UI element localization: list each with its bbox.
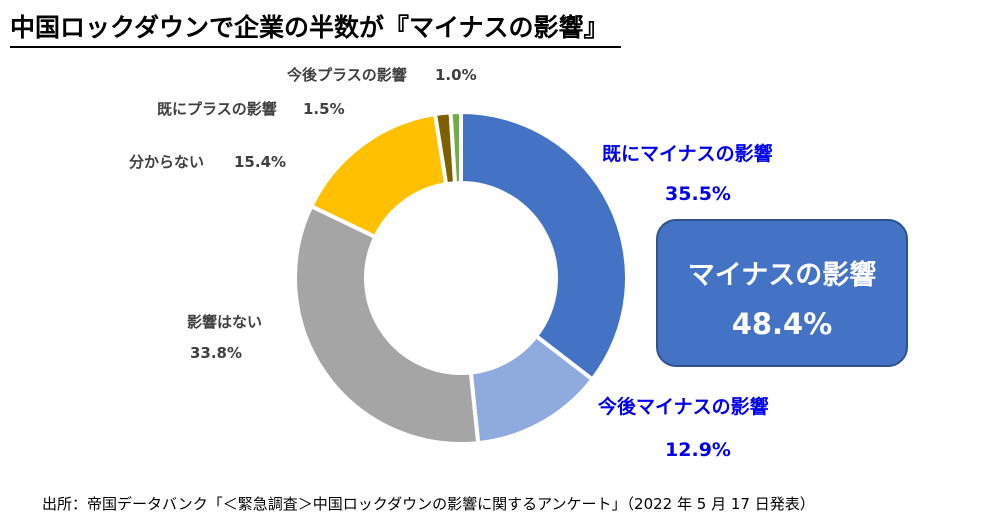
label-future-positive: 今後プラスの影響 (286, 66, 407, 84)
slice-no-impact (293, 204, 481, 446)
slice-already-negative (459, 110, 629, 382)
value-no-impact: 33.8% (190, 344, 242, 362)
value-already-negative: 35.5% (665, 183, 731, 205)
chart-title: 中国ロックダウンで企業の半数が『マイナスの影響』 (10, 8, 621, 48)
source-note: 出所：帝国データバンク「＜緊急調査＞中国ロックダウンの影響に関するアンケート」（… (42, 495, 815, 513)
value-future-positive: 1.0% (435, 66, 477, 84)
label-already-negative: 既にマイナスの影響 (602, 142, 773, 165)
value-unknown: 15.4% (234, 153, 286, 171)
value-already-positive: 1.5% (303, 100, 345, 118)
negative-impact-summary-box: マイナスの影響 48.4% (656, 219, 908, 367)
summary-label: マイナスの影響 (687, 260, 877, 291)
summary-value: 48.4% (731, 307, 833, 341)
label-already-positive: 既にプラスの影響 (157, 100, 277, 118)
value-future-negative: 12.9% (665, 439, 731, 461)
label-no-impact: 影響はない (187, 313, 262, 331)
label-unknown: 分からない (129, 153, 204, 171)
slice-future-positive (448, 110, 463, 186)
label-future-negative: 今後マイナスの影響 (597, 395, 769, 418)
donut-slices (293, 110, 629, 446)
